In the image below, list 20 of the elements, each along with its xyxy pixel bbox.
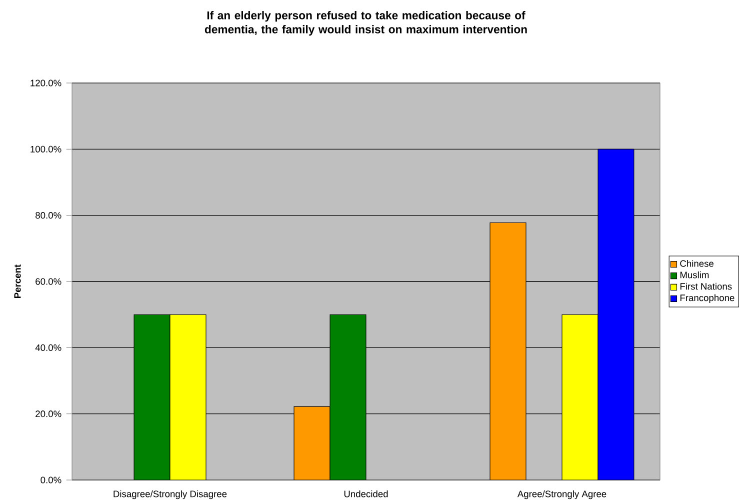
y-tick-label: 40.0%	[35, 344, 62, 352]
legend-label: Chinese	[680, 260, 714, 268]
bar	[134, 314, 170, 480]
y-tick-label: 120.0%	[30, 80, 62, 87]
legend-label: First Nations	[680, 283, 732, 290]
chart-title: If an elderly person refused to take medication because of dementia, the family would insist on maximum intervention	[204, 11, 527, 36]
y-tick-label: 80.0%	[36, 212, 62, 219]
y-tick-label: 100.0%	[30, 146, 62, 153]
bar	[562, 314, 598, 480]
x-tick-label: Undecided	[344, 490, 388, 498]
y-tick-label: 60.0%	[36, 278, 62, 286]
x-tick-label: Agree/Strongly Agree	[517, 490, 606, 500]
legend-label: Muslim	[680, 272, 709, 278]
y-tick-label: 20.0%	[36, 410, 62, 418]
y-tick-label: 0.0%	[40, 476, 62, 484]
x-tick-label: Disagree/Strongly Disagree	[114, 490, 227, 500]
y-axis-title: Percent	[14, 264, 21, 298]
legend-label: Francophone	[680, 294, 734, 304]
bar	[330, 314, 366, 480]
bar	[170, 314, 206, 480]
